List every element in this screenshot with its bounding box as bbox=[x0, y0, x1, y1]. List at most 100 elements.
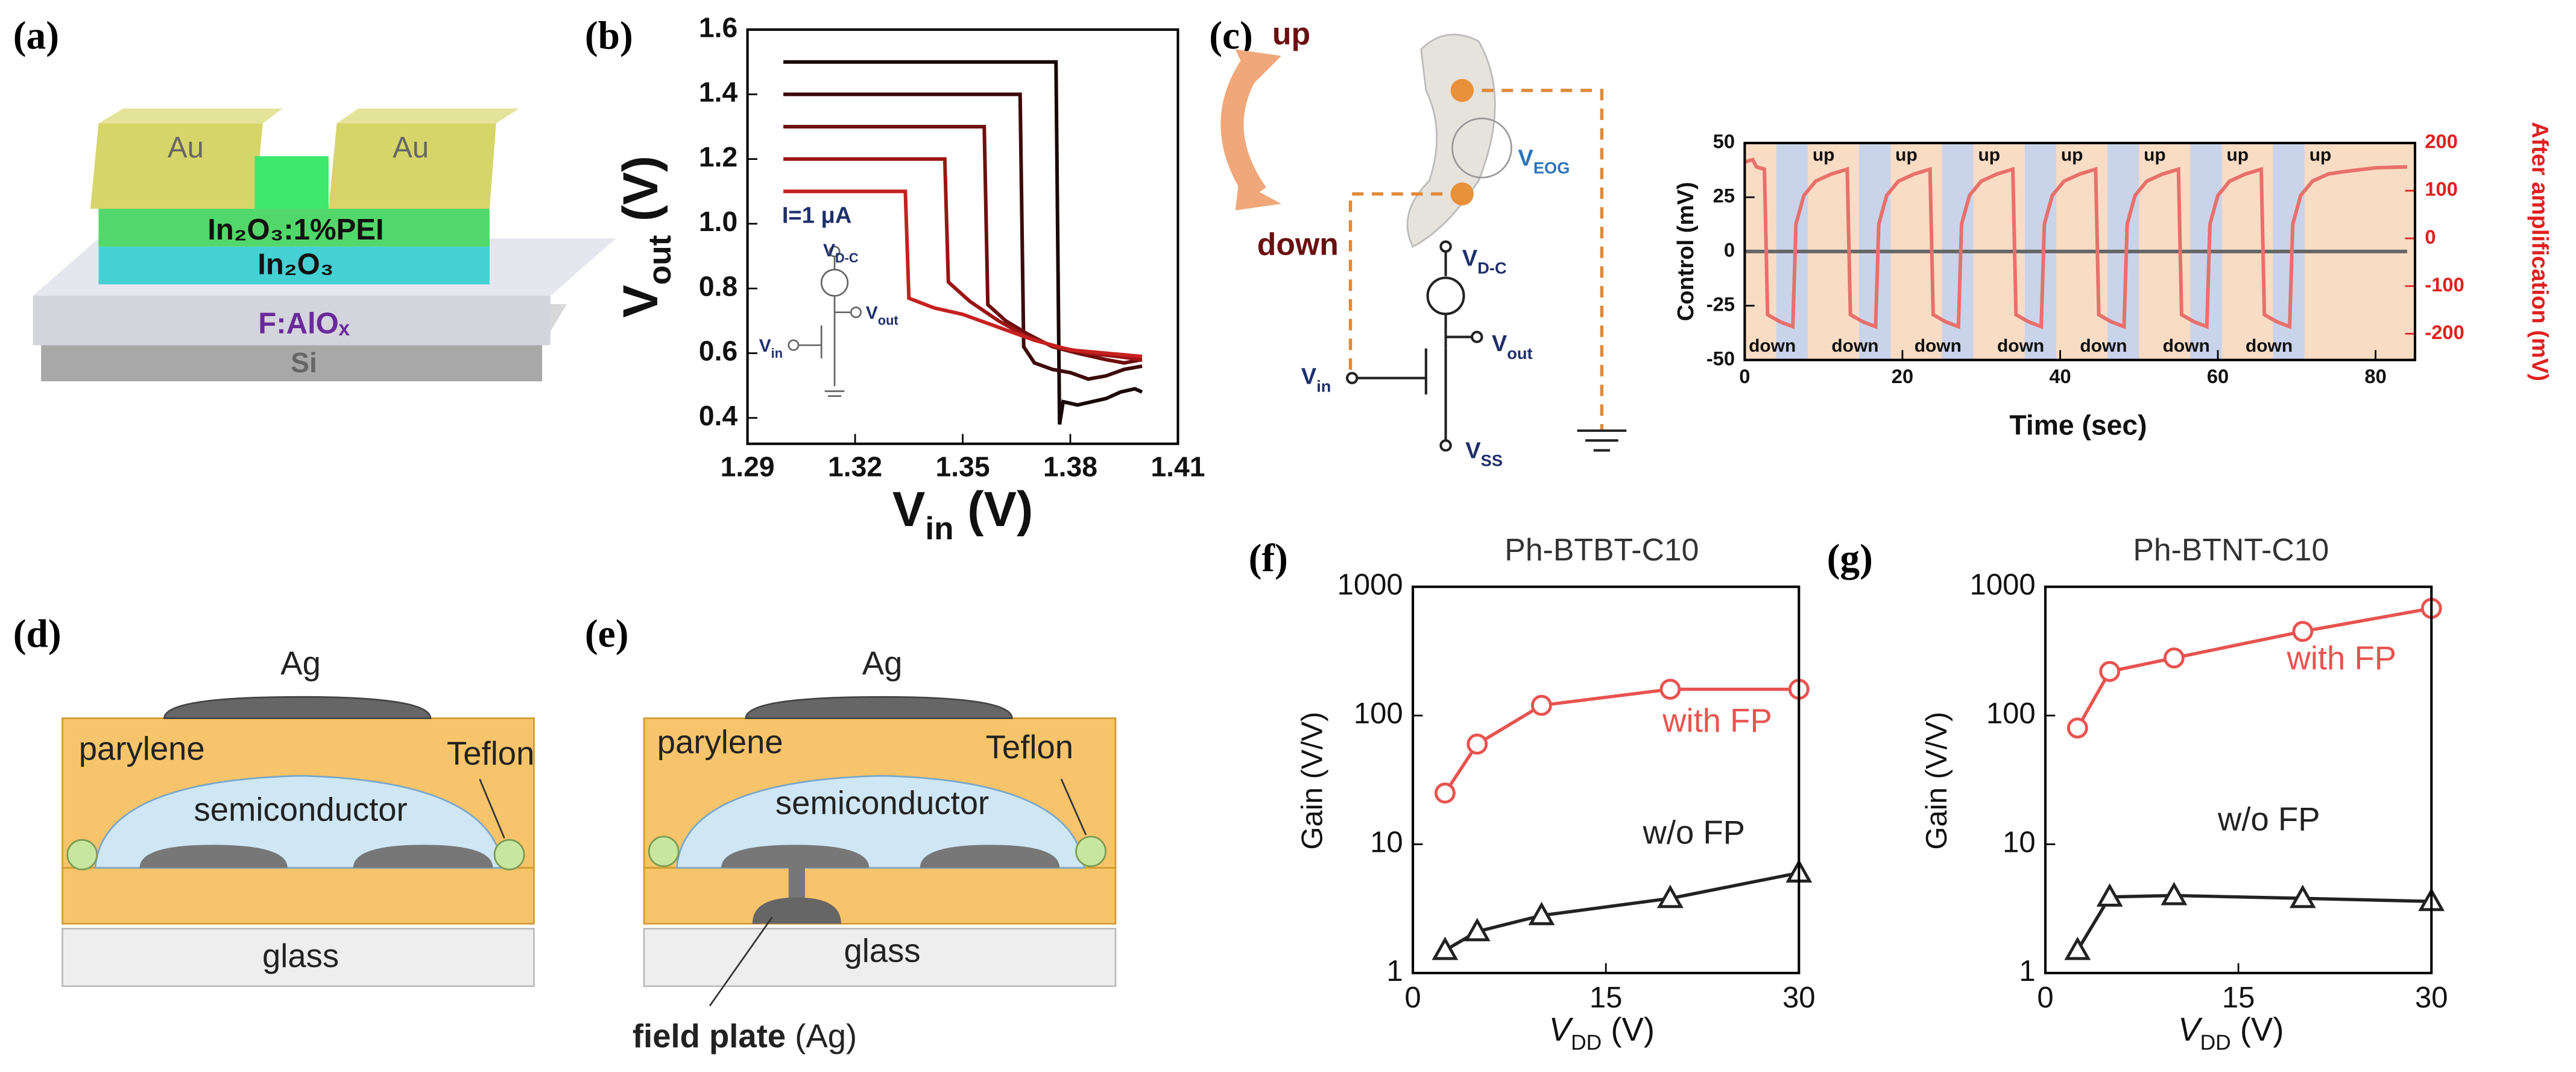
y2-tick-label: -200 bbox=[2425, 321, 2464, 343]
x-axis-label: VDD (V) bbox=[2178, 1011, 2284, 1055]
annotation: down bbox=[2080, 336, 2127, 356]
label-sub: EOG bbox=[1533, 158, 1570, 177]
x-tick-label: 30 bbox=[2415, 982, 2448, 1014]
y-tick-label: 1.4 bbox=[699, 77, 738, 108]
x-tick-label: 40 bbox=[2049, 365, 2071, 387]
series-line bbox=[783, 157, 1143, 362]
annotation: up bbox=[1813, 145, 1835, 165]
y-axis-label: Control (mV) bbox=[1673, 182, 1699, 321]
annotation: down bbox=[1749, 336, 1796, 356]
label-main: V bbox=[1518, 145, 1533, 171]
panel-label: (a) bbox=[13, 14, 59, 57]
y-tick-label: 1 bbox=[2019, 955, 2035, 988]
layer-label: parylene bbox=[79, 731, 205, 767]
annotation: down bbox=[1915, 336, 1962, 356]
y-axis-label: Vout (V) bbox=[613, 156, 678, 318]
annotation: down bbox=[1997, 336, 2044, 356]
marker bbox=[2066, 717, 2088, 739]
label-sub: out bbox=[1507, 344, 1532, 363]
label-after: (V) bbox=[2231, 1011, 2284, 1048]
label-main: V bbox=[1462, 246, 1478, 271]
label-main: V bbox=[613, 285, 668, 318]
plot-frame bbox=[1743, 142, 2417, 361]
circuit-label: Vout bbox=[1492, 331, 1533, 363]
x-tick-label: 20 bbox=[1892, 365, 1913, 387]
marker bbox=[1659, 679, 1681, 700]
y-tick-label: -25 bbox=[1706, 293, 1735, 315]
plot-frame bbox=[746, 28, 1179, 445]
series-line bbox=[783, 189, 1143, 358]
annotation: down bbox=[1831, 336, 1878, 356]
annotation: down bbox=[2163, 336, 2210, 356]
y-tick-label: 1000 bbox=[1970, 569, 2036, 601]
marker bbox=[2163, 647, 2185, 669]
label-after: (Ag) bbox=[795, 1018, 857, 1055]
layer-label: F:AlOₓ bbox=[258, 307, 349, 340]
y-tick-label: 0.4 bbox=[699, 400, 738, 431]
marker bbox=[2064, 936, 2091, 960]
y-axis-label: Gain (V/V) bbox=[1296, 712, 1329, 850]
layer-label: semiconductor bbox=[194, 791, 407, 828]
layer-label: Si bbox=[291, 347, 317, 378]
marker bbox=[1434, 782, 1456, 804]
label-sub: in bbox=[1316, 376, 1331, 395]
x-tick-label: 80 bbox=[2364, 365, 2386, 387]
label-after: (V) bbox=[1602, 1011, 1655, 1048]
marker bbox=[1466, 734, 1488, 755]
y-tick-label: 1000 bbox=[1337, 569, 1403, 601]
label-sub: in bbox=[771, 346, 783, 361]
panel-label: (b) bbox=[585, 14, 633, 57]
inset-circuit bbox=[788, 246, 862, 398]
y-tick-label: 1 bbox=[1386, 955, 1403, 988]
marker bbox=[2161, 881, 2188, 905]
circuit-label: Vin bbox=[759, 336, 783, 361]
x-axis-label: Vin (V) bbox=[892, 482, 1033, 547]
plot-frame bbox=[1412, 585, 1801, 974]
marker bbox=[2099, 661, 2121, 682]
direction-label: up bbox=[1272, 16, 1310, 51]
y2-axis-label: After amplification (mV) bbox=[2527, 122, 2552, 381]
y-tick-label: -50 bbox=[1706, 347, 1735, 369]
label-main: V bbox=[1492, 331, 1507, 357]
x-tick-label: 1.41 bbox=[1151, 451, 1205, 483]
x-axis-label: Time (sec) bbox=[2009, 410, 2147, 441]
y-tick-label: 1.0 bbox=[699, 206, 737, 237]
y-tick-label: 10 bbox=[2003, 826, 2036, 858]
series-line bbox=[1744, 157, 2408, 329]
y-tick-label: 0 bbox=[1724, 239, 1735, 261]
series-line bbox=[783, 60, 1143, 425]
label-main: V bbox=[2178, 1011, 2203, 1048]
label-main: V bbox=[1465, 437, 1481, 463]
y2-tick-label: 200 bbox=[2425, 130, 2458, 153]
label-main: V bbox=[823, 241, 835, 261]
label-main: V bbox=[866, 303, 878, 323]
y-tick-label: 1.2 bbox=[699, 141, 737, 173]
marker bbox=[2292, 621, 2314, 642]
circuit-label: VSS bbox=[1465, 437, 1503, 469]
x-tick-label: 1.35 bbox=[935, 451, 990, 483]
y-tick-label: 100 bbox=[1354, 697, 1403, 730]
layer-label: semiconductor bbox=[775, 784, 989, 821]
direction-label: down bbox=[1257, 226, 1339, 261]
label-sub: DD bbox=[2200, 1030, 2231, 1055]
circuit-label: VD-C bbox=[823, 241, 859, 265]
marker bbox=[2096, 883, 2123, 907]
label-main: V bbox=[1301, 364, 1317, 390]
layer-label: Teflon bbox=[447, 735, 534, 772]
legend-label: with FP bbox=[1662, 702, 1772, 739]
circuit-label: VEOG bbox=[1518, 145, 1570, 177]
layer-label: Ag bbox=[862, 645, 903, 682]
diagram-d: Ag parylene Teflon semiconductor glass bbox=[62, 645, 535, 988]
panel-label: (f) bbox=[1249, 537, 1288, 580]
diagram-a: Au Au In₂O₃:1%PEI In₂O₃ F:AlOₓ Si bbox=[33, 108, 616, 382]
marker bbox=[2289, 884, 2316, 909]
annotation: up bbox=[1895, 145, 1918, 165]
y-tick-label: 10 bbox=[1370, 826, 1403, 858]
layer-label: In₂O₃ bbox=[257, 248, 333, 281]
layer-label: parylene bbox=[657, 724, 783, 761]
y2-tick-label: -100 bbox=[2425, 273, 2464, 296]
y-axis-label: Gain (V/V) bbox=[1921, 712, 1953, 850]
x-tick-label: 0 bbox=[1404, 982, 1421, 1014]
y2-tick-label: 0 bbox=[2425, 226, 2436, 248]
